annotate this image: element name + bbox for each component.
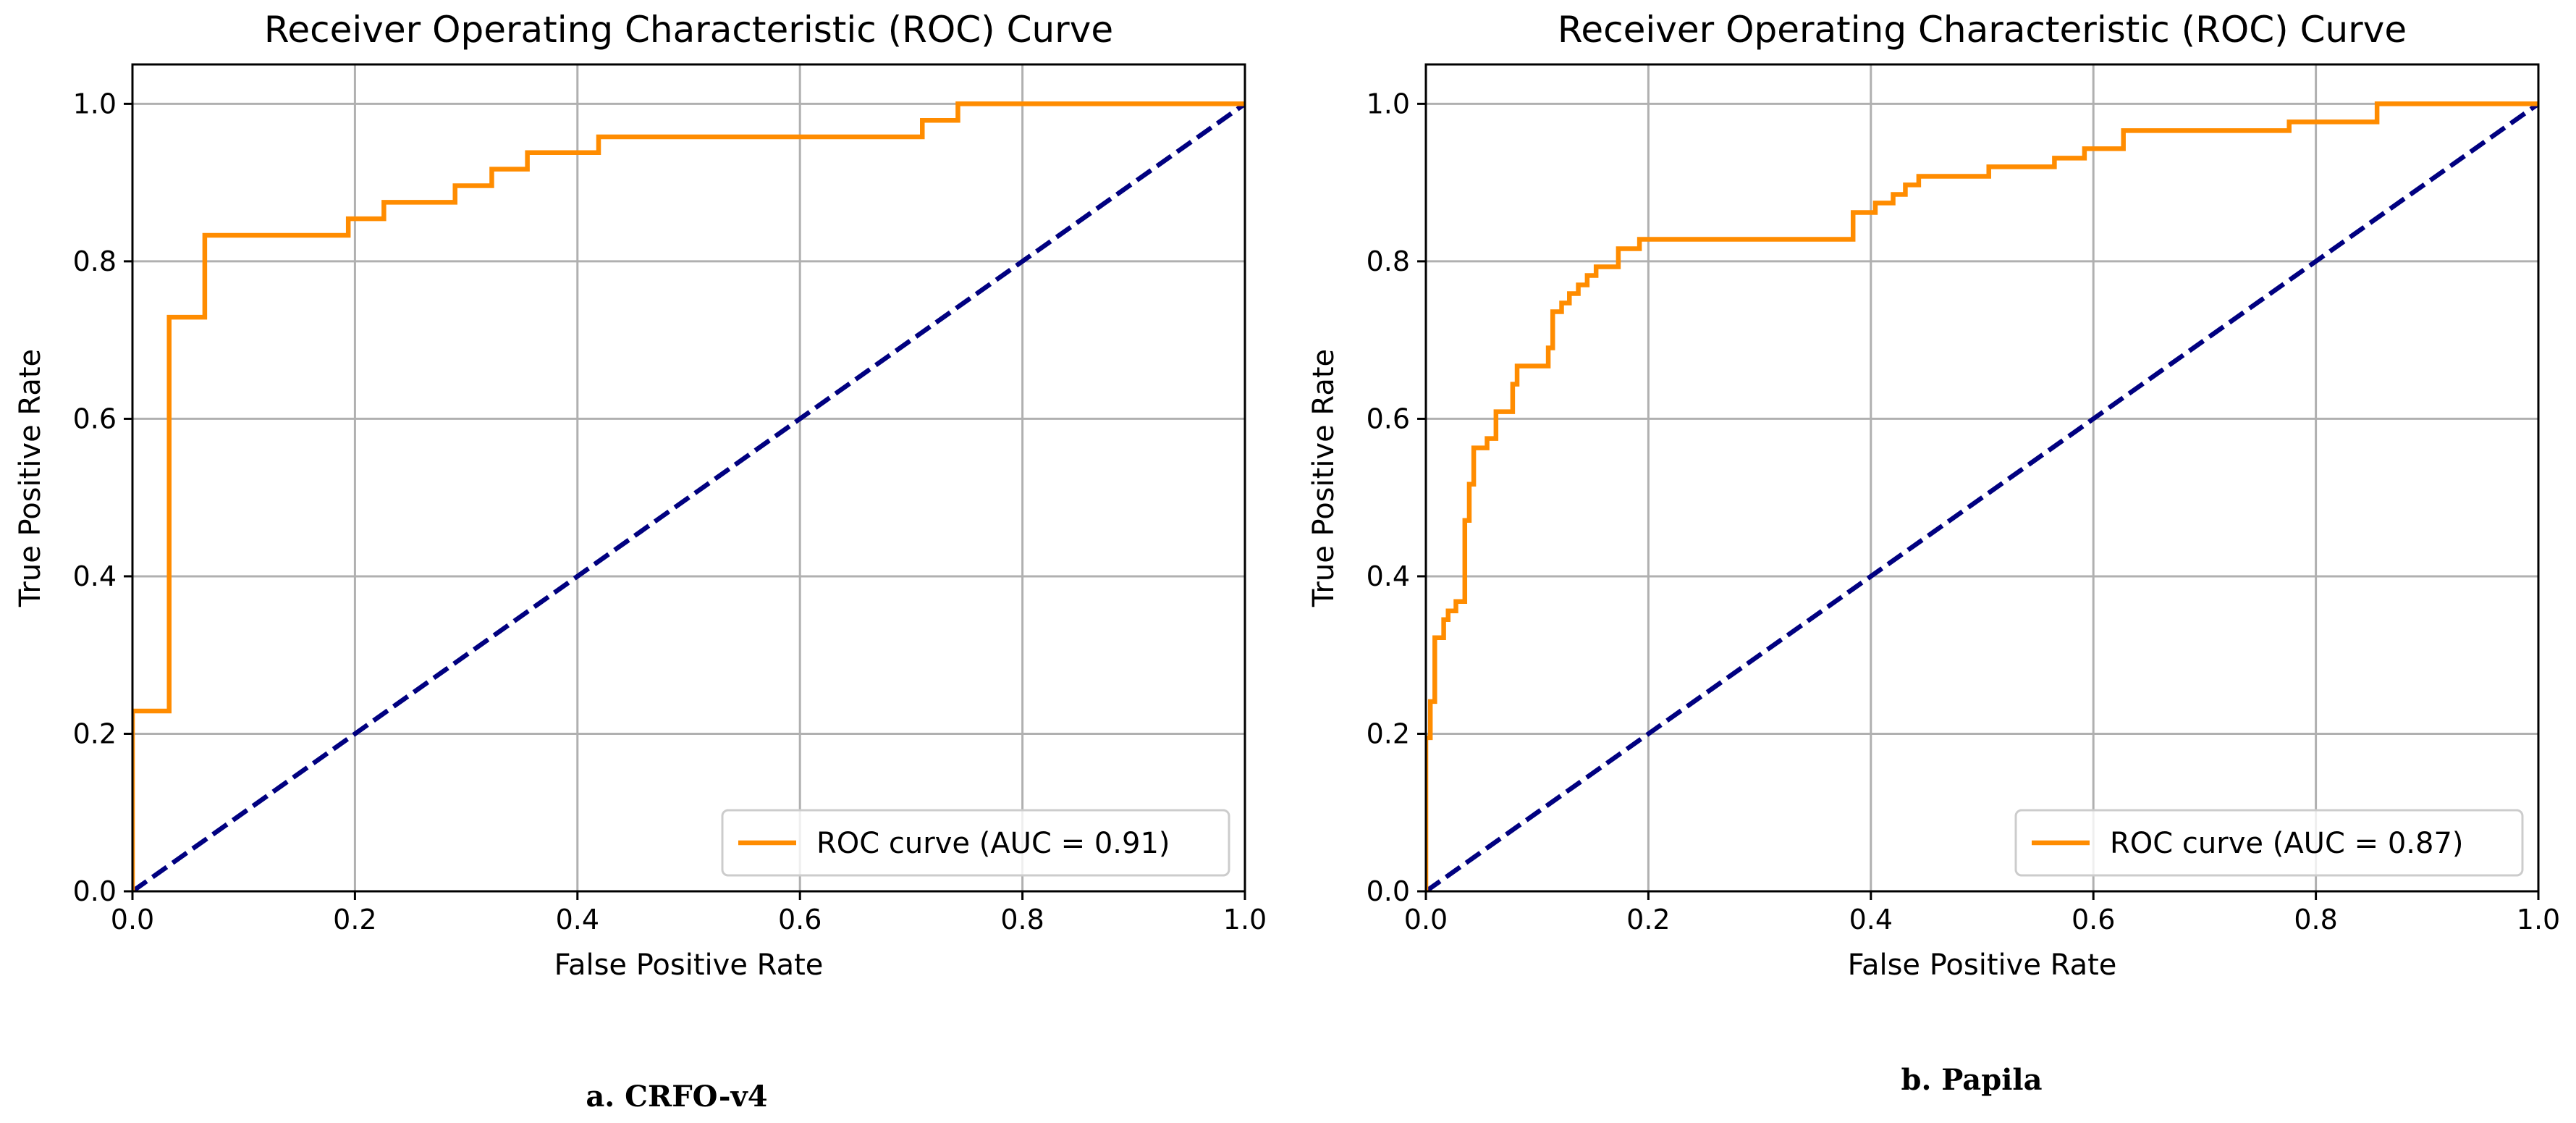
y-tick-label: 0.0 bbox=[73, 875, 117, 907]
y-tick-label: 0.6 bbox=[73, 403, 117, 434]
legend-label: ROC curve (AUC = 0.87) bbox=[2110, 827, 2464, 860]
x-axis-label: False Positive Rate bbox=[554, 949, 824, 982]
x-tick-label: 1.0 bbox=[2517, 904, 2560, 935]
x-tick-label: 0.8 bbox=[1000, 904, 1044, 935]
legend-box bbox=[721, 809, 1230, 877]
x-axis-label: False Positive Rate bbox=[1848, 949, 2117, 982]
y-axis-label: True Positive Rate bbox=[14, 349, 47, 607]
y-tick-label: 1.0 bbox=[73, 88, 117, 119]
y-axis-label: True Positive Rate bbox=[1307, 349, 1340, 607]
chart-caption: a. CRFO-v4 bbox=[586, 1080, 767, 1114]
y-tick-label: 1.0 bbox=[1367, 88, 1410, 119]
axes-frame bbox=[131, 63, 1246, 893]
grid bbox=[131, 64, 1246, 893]
chart-title: Receiver Operating Characteristic (ROC) … bbox=[264, 9, 1113, 51]
grid bbox=[1424, 64, 2540, 893]
legend: ROC curve (AUC = 0.91) bbox=[721, 809, 1230, 877]
y-tick-label: 0.4 bbox=[73, 560, 117, 592]
x-tick-label: 0.2 bbox=[1626, 904, 1670, 935]
plot-area bbox=[132, 101, 1245, 891]
x-tick-label: 0.0 bbox=[111, 904, 154, 935]
x-tick-label: 0.2 bbox=[333, 904, 376, 935]
x-tick-label: 0.8 bbox=[2294, 904, 2337, 935]
y-tick-label: 0.8 bbox=[1367, 245, 1410, 277]
y-tick-label: 0.2 bbox=[73, 718, 117, 749]
chart-title: Receiver Operating Characteristic (ROC) … bbox=[1558, 9, 2407, 51]
roc-chart-crfo-v4: Receiver Operating Characteristic (ROC) … bbox=[14, 9, 1267, 1114]
y-tick-label: 0.2 bbox=[1367, 718, 1410, 749]
x-tick-label: 0.4 bbox=[556, 904, 599, 935]
legend: ROC curve (AUC = 0.87) bbox=[2014, 809, 2524, 877]
roc-curve-line bbox=[132, 101, 1245, 891]
roc-curve-line bbox=[1426, 101, 2538, 891]
chance-diagonal-line bbox=[132, 101, 1245, 891]
chart-caption: b. Papila bbox=[1901, 1063, 2042, 1097]
x-tick-label: 0.6 bbox=[2072, 904, 2115, 935]
y-tick-label: 0.6 bbox=[1367, 403, 1410, 434]
x-tick-label: 0.4 bbox=[1849, 904, 1893, 935]
roc-chart-papila: Receiver Operating Characteristic (ROC) … bbox=[1307, 9, 2560, 1097]
chance-diagonal-line bbox=[1426, 101, 2538, 891]
plot-area bbox=[1426, 101, 2538, 891]
legend-box bbox=[2014, 809, 2524, 877]
y-tick-label: 0.8 bbox=[73, 245, 117, 277]
x-tick-label: 0.6 bbox=[778, 904, 822, 935]
y-tick-label: 0.0 bbox=[1367, 875, 1410, 907]
y-tick-label: 0.4 bbox=[1367, 560, 1410, 592]
axes-frame bbox=[1424, 63, 2540, 893]
x-tick-label: 1.0 bbox=[1223, 904, 1267, 935]
x-tick-label: 0.0 bbox=[1404, 904, 1448, 935]
legend-label: ROC curve (AUC = 0.91) bbox=[816, 827, 1170, 860]
